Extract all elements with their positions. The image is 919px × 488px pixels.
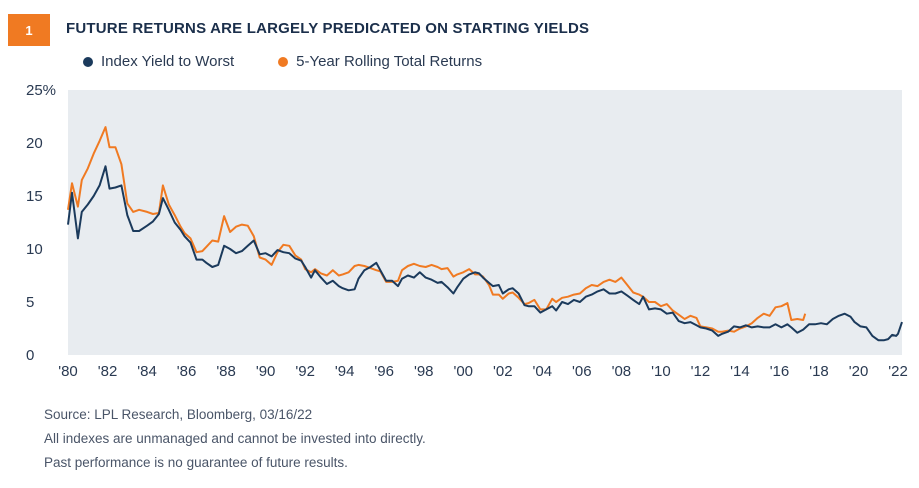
series-layer bbox=[67, 126, 903, 342]
x-tick-label: '98 bbox=[414, 363, 434, 380]
y-tick-label: 25% bbox=[26, 82, 56, 99]
x-tick-label: '04 bbox=[533, 363, 553, 380]
legend-item-returns: 5-Year Rolling Total Returns bbox=[278, 53, 482, 70]
legend-label-yield: Index Yield to Worst bbox=[101, 53, 235, 70]
x-tick-label: '84 bbox=[137, 363, 157, 380]
series-line-index-yield bbox=[67, 165, 903, 342]
x-tick-label: '20 bbox=[849, 363, 869, 380]
x-tick-label: '06 bbox=[572, 363, 592, 380]
x-tick-label: '90 bbox=[256, 363, 276, 380]
chart-notes: Source: LPL Research, Bloomberg, 03/16/2… bbox=[44, 403, 426, 475]
x-tick-label: '16 bbox=[770, 363, 790, 380]
x-axis: '80 '82 '84 '86 '88 '90 '92 '94 '96 '98 '00 '02 '04 '… bbox=[58, 363, 908, 380]
x-tick-label: '02 bbox=[493, 363, 513, 380]
plot-background bbox=[68, 90, 902, 355]
legend-item-yield: Index Yield to Worst bbox=[83, 53, 234, 70]
x-tick-label: '14 bbox=[730, 363, 750, 380]
y-axis: 0 5 10 15 20 25% bbox=[26, 82, 56, 364]
x-tick-label: '00 bbox=[453, 363, 473, 380]
x-tick-label: '94 bbox=[335, 363, 355, 380]
legend-marker-returns bbox=[278, 56, 289, 67]
y-tick-label: 10 bbox=[26, 241, 43, 258]
y-tick-label: 5 bbox=[26, 294, 34, 311]
y-tick-label: 15 bbox=[26, 188, 43, 205]
disclaimer-line-1: All indexes are unmanaged and cannot be … bbox=[44, 431, 426, 446]
figure-number-badge: 1 bbox=[8, 14, 50, 46]
legend: Index Yield to Worst 5-Year Rolling Tota… bbox=[83, 53, 482, 70]
y-tick-label: 0 bbox=[26, 347, 34, 364]
x-tick-label: '86 bbox=[177, 363, 197, 380]
disclaimer-line-2: Past performance is no guarantee of futu… bbox=[44, 455, 348, 470]
legend-label-returns: 5-Year Rolling Total Returns bbox=[296, 53, 483, 70]
x-tick-label: '96 bbox=[374, 363, 394, 380]
x-tick-label: '88 bbox=[216, 363, 236, 380]
x-tick-label: '08 bbox=[612, 363, 632, 380]
source-note: Source: LPL Research, Bloomberg, 03/16/2… bbox=[44, 407, 313, 422]
series-line-rolling-returns bbox=[67, 126, 807, 333]
chart-title: FUTURE RETURNS ARE LARGELY PREDICATED ON… bbox=[66, 20, 590, 37]
x-tick-label: '82 bbox=[98, 363, 118, 380]
x-tick-label: '10 bbox=[651, 363, 671, 380]
x-tick-label: '80 bbox=[58, 363, 78, 380]
legend-marker-yield bbox=[83, 56, 93, 67]
x-tick-label: '12 bbox=[691, 363, 711, 380]
y-tick-label: 20 bbox=[26, 135, 43, 152]
x-tick-label: '18 bbox=[809, 363, 829, 380]
x-tick-label: '22 bbox=[888, 363, 908, 380]
x-tick-label: '92 bbox=[295, 363, 315, 380]
